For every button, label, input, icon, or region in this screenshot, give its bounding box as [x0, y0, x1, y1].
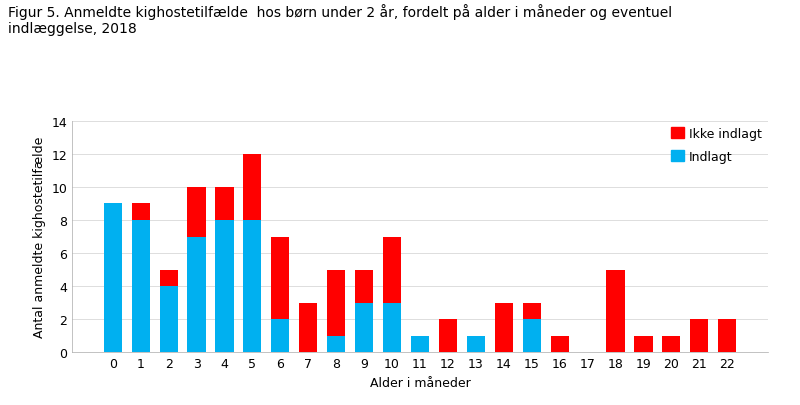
Bar — [718, 320, 736, 352]
Bar — [159, 270, 178, 286]
Bar — [522, 303, 541, 320]
Bar — [327, 270, 346, 336]
Bar — [159, 286, 178, 352]
Bar — [355, 270, 374, 303]
Bar — [215, 188, 234, 220]
Bar — [187, 188, 206, 237]
Bar — [606, 270, 625, 352]
Bar — [243, 220, 262, 352]
Bar — [411, 336, 429, 352]
Legend: Ikke indlagt, Indlagt: Ikke indlagt, Indlagt — [671, 128, 762, 164]
Bar — [327, 336, 346, 352]
Bar — [383, 303, 401, 352]
Bar — [131, 204, 150, 220]
Bar — [690, 320, 709, 352]
Bar — [215, 220, 234, 352]
Bar — [271, 320, 290, 352]
Bar — [187, 237, 206, 352]
Bar — [550, 336, 569, 352]
Bar — [131, 220, 150, 352]
Y-axis label: Antal anmeldte kighostetilfælde: Antal anmeldte kighostetilfælde — [33, 136, 46, 337]
Bar — [383, 237, 401, 303]
Bar — [466, 336, 485, 352]
X-axis label: Alder i måneder: Alder i måneder — [370, 376, 470, 389]
Bar — [662, 336, 681, 352]
Bar — [355, 303, 374, 352]
Bar — [104, 204, 122, 352]
Bar — [299, 303, 318, 352]
Bar — [522, 320, 541, 352]
Bar — [494, 303, 513, 352]
Text: Figur 5. Anmeldte kighostetilfælde  hos børn under 2 år, fordelt på alder i måne: Figur 5. Anmeldte kighostetilfælde hos b… — [8, 4, 672, 36]
Bar — [634, 336, 653, 352]
Bar — [243, 154, 262, 220]
Bar — [439, 320, 457, 352]
Bar — [271, 237, 290, 320]
